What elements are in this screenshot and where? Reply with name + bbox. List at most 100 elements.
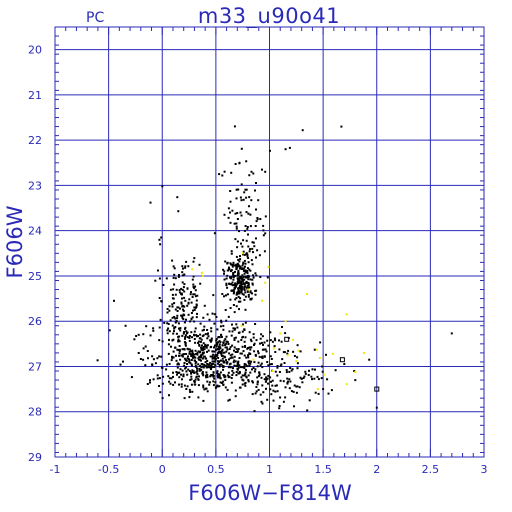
star-point xyxy=(149,379,151,382)
star-point xyxy=(191,336,193,339)
star-point xyxy=(169,382,172,385)
star-point xyxy=(170,345,172,348)
star-point xyxy=(229,354,232,357)
star-point xyxy=(122,360,124,363)
star-point xyxy=(219,381,222,384)
star-point xyxy=(193,380,196,382)
star-point xyxy=(219,325,222,328)
star-point xyxy=(190,375,193,378)
star-point xyxy=(274,390,277,393)
star-point xyxy=(239,300,242,303)
star-point xyxy=(208,383,211,386)
star-point xyxy=(174,346,177,349)
star-point xyxy=(216,360,219,363)
star-point xyxy=(326,378,329,381)
star-point xyxy=(238,279,241,282)
star-point xyxy=(251,393,254,396)
star-point xyxy=(239,258,242,261)
star-point xyxy=(225,284,228,287)
star-point xyxy=(196,335,198,338)
star-point xyxy=(212,384,215,387)
star-point xyxy=(178,335,181,338)
star-point xyxy=(255,390,258,393)
star-point xyxy=(181,348,184,351)
star-point xyxy=(158,339,161,342)
star-point xyxy=(308,369,310,372)
star-point xyxy=(252,251,254,254)
star-point xyxy=(244,346,247,348)
star-point xyxy=(263,373,266,376)
star-point xyxy=(152,378,155,381)
star-point xyxy=(227,399,230,402)
star-point xyxy=(174,381,176,384)
star-point xyxy=(199,337,202,340)
star-point xyxy=(217,341,219,344)
star-point xyxy=(198,375,200,378)
x-tick-label: -1 xyxy=(50,463,61,476)
star-point xyxy=(181,271,184,274)
star-point xyxy=(203,328,205,331)
star-point xyxy=(172,356,175,359)
star-point xyxy=(176,310,179,312)
star-point xyxy=(172,265,175,268)
star-point xyxy=(221,344,224,347)
star-point xyxy=(249,348,252,351)
star-point xyxy=(226,361,229,364)
star-point xyxy=(255,386,258,388)
star-point xyxy=(200,359,202,362)
star-point xyxy=(292,390,295,393)
star-point xyxy=(178,352,181,355)
star-point xyxy=(190,378,193,381)
star-point xyxy=(166,322,169,325)
star-point xyxy=(270,380,272,383)
star-point xyxy=(250,170,253,173)
star-point xyxy=(222,380,225,383)
star-point xyxy=(183,357,186,360)
star-point xyxy=(233,222,236,225)
star-point xyxy=(239,386,242,389)
star-point xyxy=(251,282,254,285)
star-point xyxy=(195,352,198,355)
star-point xyxy=(298,386,301,389)
star-point xyxy=(147,357,149,360)
star-point xyxy=(237,279,240,282)
star-point xyxy=(236,368,239,371)
star-point xyxy=(256,381,259,384)
star-point xyxy=(254,189,256,192)
star-point xyxy=(286,377,289,380)
star-point xyxy=(192,283,195,286)
star-point xyxy=(296,356,299,359)
star-point xyxy=(183,353,185,356)
star-point xyxy=(254,293,257,296)
star-point xyxy=(282,351,285,354)
star-point xyxy=(295,385,298,388)
star-point xyxy=(167,375,170,378)
star-point xyxy=(195,371,198,374)
star-point xyxy=(242,239,245,242)
star-point xyxy=(182,267,184,270)
star-point xyxy=(246,226,249,228)
star-point xyxy=(190,372,193,375)
star-point xyxy=(217,356,220,359)
star-point xyxy=(222,368,224,371)
star-point xyxy=(191,316,194,319)
star-point xyxy=(234,264,236,267)
star-point xyxy=(212,365,215,368)
star-point xyxy=(263,250,266,253)
star-point xyxy=(183,384,186,387)
star-point xyxy=(244,384,247,387)
star-point xyxy=(218,336,221,339)
star-point xyxy=(288,370,291,373)
star-point xyxy=(188,348,191,351)
star-point xyxy=(233,364,236,367)
star-point xyxy=(203,304,206,307)
star-point xyxy=(246,267,249,270)
star-point xyxy=(240,199,243,202)
star-point xyxy=(235,225,238,228)
star-point xyxy=(227,207,230,210)
star-point xyxy=(173,273,176,276)
star-point xyxy=(193,306,196,309)
star-point xyxy=(237,271,240,274)
star-point xyxy=(185,359,188,362)
star-point xyxy=(228,352,231,355)
